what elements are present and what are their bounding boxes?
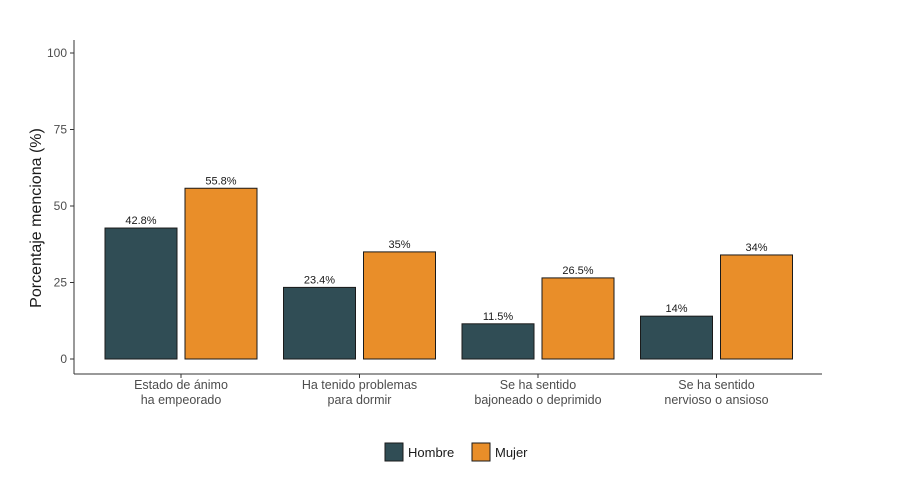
x-tick-label-line: Se ha sentido — [678, 378, 754, 392]
data-label: 11.5% — [483, 311, 514, 323]
data-label: 55.8% — [205, 175, 236, 187]
bar-mujer-1 — [363, 251, 436, 360]
x-tick-label-line: Ha tenido problemas — [302, 378, 417, 392]
x-tick-label: Se ha sentido nervioso o ansioso — [664, 378, 768, 407]
data-label: 35% — [388, 239, 410, 251]
y-tick-label: 50 — [54, 199, 68, 213]
legend-label-hombre: Hombre — [408, 445, 454, 460]
x-tick-label-line: bajoneado o deprimido — [474, 393, 601, 407]
legend: Hombre Mujer — [384, 442, 528, 462]
x-tick-label-line: Estado de ánimo — [134, 378, 228, 392]
y-axis: 0 25 50 75 100 — [47, 40, 75, 374]
y-tick-label: 25 — [54, 276, 68, 290]
data-label: 14% — [665, 303, 687, 315]
data-label: 34% — [745, 242, 767, 254]
data-label: 23.4% — [304, 274, 335, 286]
bar-hombre-1 — [283, 286, 356, 360]
bars — [104, 187, 793, 360]
bar-mujer-2 — [541, 277, 615, 360]
x-tick-label: Estado de ánimo ha empeorado — [134, 378, 228, 407]
data-label: 26.5% — [562, 265, 593, 277]
x-tick-label: Ha tenido problemas para dormir — [302, 378, 417, 407]
bar-hombre-2 — [461, 323, 535, 360]
x-axis: Estado de ánimo ha empeorado Ha tenido pro… — [74, 373, 822, 407]
y-tick-label: 0 — [60, 352, 67, 366]
legend-label-mujer: Mujer — [495, 445, 528, 460]
x-tick-label-line: Se ha sentido — [500, 378, 576, 392]
bar-hombre-0 — [104, 227, 178, 360]
x-tick-label: Se ha sentido bajoneado o deprimido — [474, 378, 601, 407]
y-tick-label: 75 — [54, 123, 68, 137]
legend-swatch-hombre — [384, 442, 404, 462]
y-axis-title: Porcentaje menciona (%) — [28, 128, 45, 308]
bar-mujer-0 — [184, 187, 258, 360]
data-label: 42.8% — [125, 215, 156, 227]
bar-hombre-3 — [640, 315, 713, 360]
x-tick-label-line: para dormir — [328, 393, 392, 407]
x-tick-label-line: nervioso o ansioso — [664, 393, 768, 407]
x-tick-label-line: ha empeorado — [141, 393, 222, 407]
y-tick-label: 100 — [47, 46, 67, 60]
bar-mujer-3 — [720, 254, 793, 360]
legend-swatch-mujer — [471, 442, 491, 462]
data-labels: 42.8% 55.8% 23.4% 35% 11.5% 26.5% 14% 34% — [125, 175, 767, 323]
